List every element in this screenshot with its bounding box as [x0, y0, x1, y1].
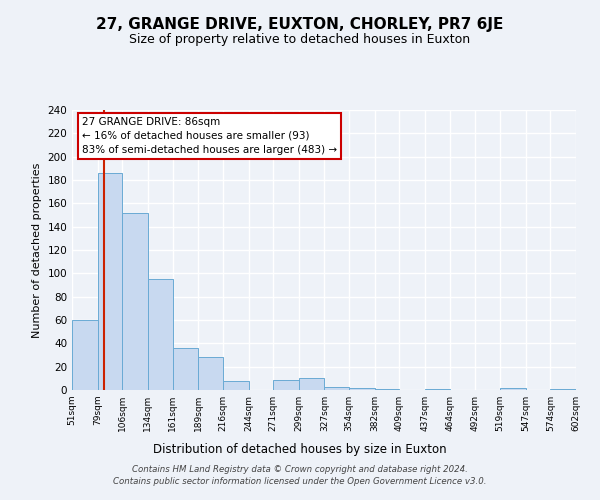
Bar	[500, 388, 526, 390]
Text: Size of property relative to detached houses in Euxton: Size of property relative to detached ho…	[130, 32, 470, 46]
Text: Contains HM Land Registry data © Crown copyright and database right 2024.: Contains HM Land Registry data © Crown c…	[132, 466, 468, 474]
Bar	[173, 348, 198, 390]
Bar	[425, 389, 450, 390]
Bar	[98, 173, 122, 390]
Bar	[299, 378, 325, 390]
Bar	[122, 212, 148, 390]
Bar	[550, 389, 576, 390]
Y-axis label: Number of detached properties: Number of detached properties	[32, 162, 42, 338]
Bar	[223, 380, 248, 390]
Bar	[349, 388, 375, 390]
Bar	[325, 386, 349, 390]
Text: Contains public sector information licensed under the Open Government Licence v3: Contains public sector information licen…	[113, 476, 487, 486]
Bar	[273, 380, 299, 390]
Text: 27 GRANGE DRIVE: 86sqm
← 16% of detached houses are smaller (93)
83% of semi-det: 27 GRANGE DRIVE: 86sqm ← 16% of detached…	[82, 117, 337, 155]
Bar	[375, 389, 400, 390]
Text: 27, GRANGE DRIVE, EUXTON, CHORLEY, PR7 6JE: 27, GRANGE DRIVE, EUXTON, CHORLEY, PR7 6…	[97, 18, 503, 32]
Bar	[72, 320, 98, 390]
Bar	[148, 279, 173, 390]
Bar	[198, 358, 223, 390]
Text: Distribution of detached houses by size in Euxton: Distribution of detached houses by size …	[153, 442, 447, 456]
